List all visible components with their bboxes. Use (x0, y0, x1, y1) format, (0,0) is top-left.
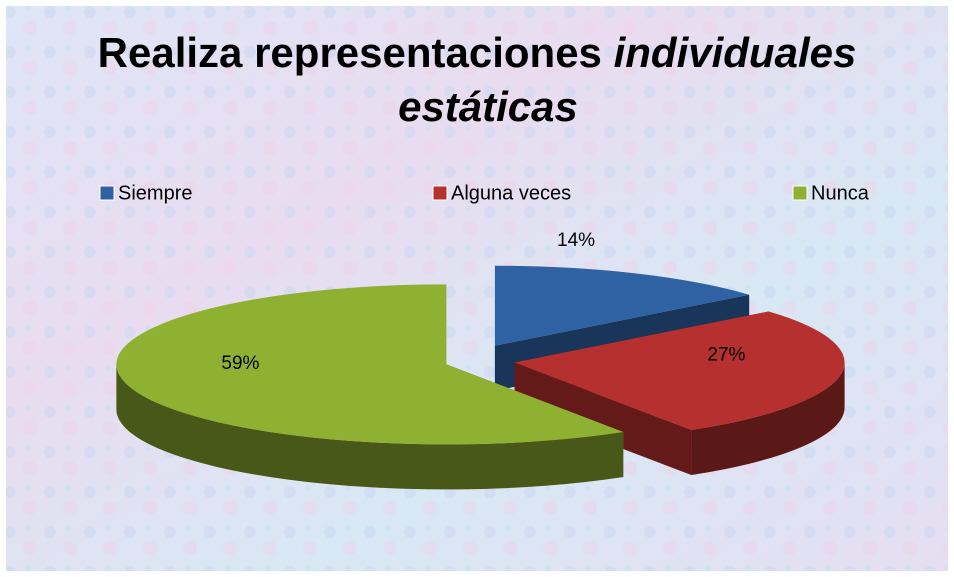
chart-title: Realiza representaciones individuales (98, 29, 857, 76)
data-label: 14% (557, 230, 595, 251)
legend-swatch (99, 185, 115, 201)
legend: Siempre Alguna veces Nunca (99, 182, 870, 204)
legend-swatch (792, 185, 808, 201)
slice-wall-shade (514, 362, 692, 476)
legend-label: Alguna veces (451, 182, 571, 204)
chart-title: estáticas (398, 83, 578, 130)
slice (494, 265, 750, 346)
legend-label: Nunca (811, 182, 870, 204)
data-label: 59% (221, 353, 259, 374)
legend-label: Siempre (118, 182, 192, 204)
slice-wall (514, 362, 692, 476)
title-part: individuales (614, 29, 857, 76)
legend-swatch (432, 185, 448, 201)
slice (116, 284, 624, 445)
slice (514, 311, 845, 431)
pie: 14% 27% 59% (116, 230, 845, 490)
data-label: 27% (707, 345, 745, 366)
slice-side-shade (116, 364, 624, 490)
title-part: Realiza representaciones (98, 29, 602, 76)
slice-side-shade (691, 362, 845, 476)
